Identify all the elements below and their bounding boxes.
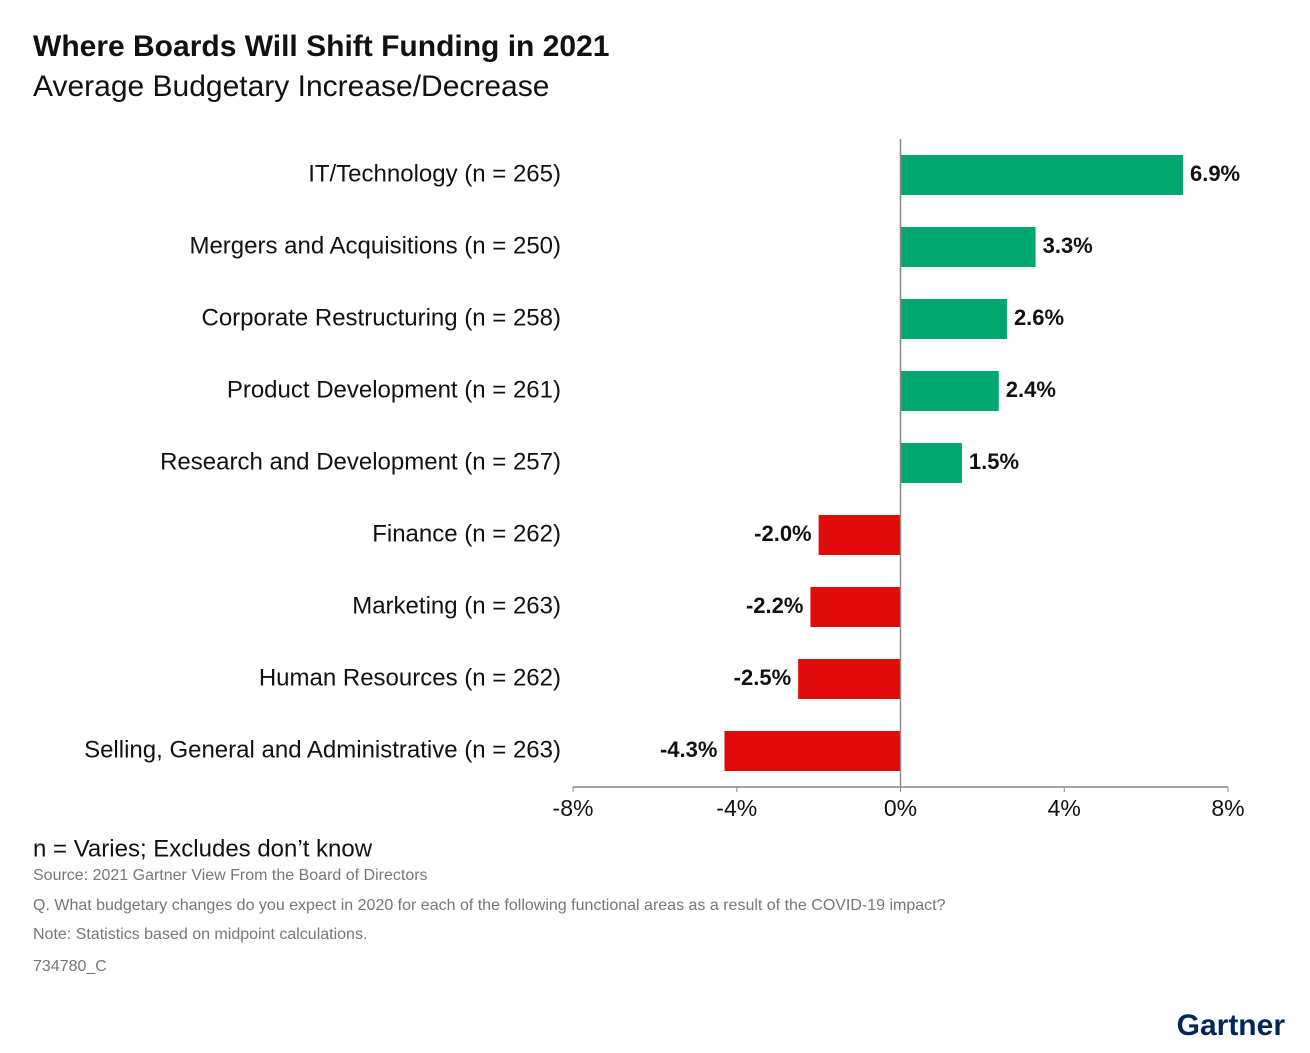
y-tick-label: Selling, General and Administrative (n =…	[84, 736, 561, 763]
y-tick-label: Research and Development (n = 257)	[160, 448, 561, 475]
y-tick-label: Product Development (n = 261)	[227, 376, 561, 403]
data-label: 3.3%	[1043, 233, 1093, 258]
y-tick-label: Human Resources (n = 262)	[259, 664, 561, 691]
y-tick-label: Mergers and Acquisitions (n = 250)	[189, 232, 561, 259]
y-tick-label: IT/Technology (n = 265)	[308, 160, 561, 187]
bar	[900, 299, 1007, 339]
y-tick-label: Finance (n = 262)	[372, 520, 561, 547]
brand-logo: Gartner	[1177, 1009, 1286, 1042]
footnote: Note: Statistics based on midpoint calcu…	[33, 926, 367, 943]
data-label: -2.5%	[734, 665, 791, 690]
data-label: 6.9%	[1190, 161, 1240, 186]
bar	[798, 659, 901, 699]
bar	[810, 587, 901, 627]
x-tick-label: 8%	[1211, 795, 1244, 821]
y-tick-label: Marketing (n = 263)	[352, 592, 561, 619]
bar	[900, 227, 1036, 267]
data-label: 1.5%	[969, 449, 1019, 474]
data-label: 2.6%	[1014, 305, 1064, 330]
data-label: -2.2%	[746, 593, 803, 618]
bar	[900, 371, 999, 411]
x-tick-label: -8%	[553, 795, 594, 821]
x-tick-label: 0%	[884, 795, 917, 821]
footnote: 734780_C	[33, 958, 107, 975]
data-label: -2.0%	[754, 521, 811, 546]
y-tick-label: Corporate Restructuring (n = 258)	[201, 304, 561, 331]
bar	[900, 155, 1183, 195]
note: n = Varies; Excludes don’t know	[33, 835, 373, 862]
bar	[900, 443, 962, 483]
x-tick-label: 4%	[1048, 795, 1081, 821]
bar	[724, 731, 901, 771]
data-label: 2.4%	[1006, 377, 1056, 402]
x-tick-label: -4%	[716, 795, 757, 821]
chart-subtitle: Average Budgetary Increase/Decrease	[33, 70, 549, 103]
data-label: -4.3%	[660, 737, 717, 762]
bar	[818, 515, 901, 555]
footnote: Q. What budgetary changes do you expect …	[33, 897, 946, 914]
footnote: Source: 2021 Gartner View From the Board…	[33, 867, 428, 884]
chart-title: Where Boards Will Shift Funding in 2021	[33, 30, 609, 63]
